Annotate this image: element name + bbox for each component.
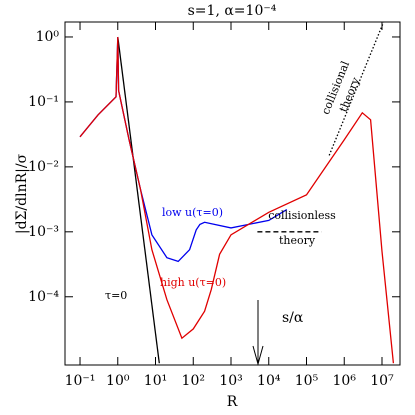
- chart-title: s=1, α=10⁻⁴: [188, 3, 277, 19]
- annotation: s/α: [282, 310, 304, 326]
- series-line: [117, 36, 160, 364]
- x-axis-label: R: [227, 394, 238, 410]
- plot-frame: [64, 21, 401, 366]
- x-tick-label: 10³: [219, 373, 242, 389]
- y-tick-label: 10⁻⁴: [28, 289, 59, 305]
- series-line: [328, 22, 385, 156]
- annotation: collisionless: [268, 209, 336, 222]
- x-tick-label: 10⁵: [295, 373, 319, 389]
- x-tick-label: 10⁻¹: [65, 373, 96, 389]
- annotation: theory: [279, 234, 316, 247]
- series-line: [79, 36, 288, 263]
- y-tick-label: 10⁻¹: [28, 94, 59, 110]
- x-tick-label: 10⁶: [333, 373, 357, 389]
- annotation: high u(τ=0): [160, 276, 226, 289]
- x-tick-label: 10²: [182, 373, 205, 389]
- annotation: low u(τ=0): [162, 206, 223, 219]
- y-tick-label: 10⁻²: [28, 159, 59, 175]
- y-tick-label: 10⁰: [36, 29, 60, 45]
- series-line: [79, 36, 395, 364]
- x-tick-label: 10⁰: [106, 373, 130, 389]
- x-tick-label: 10⁷: [370, 373, 394, 389]
- x-tick-label: 10⁴: [257, 373, 281, 389]
- y-axis-label: |dΣ/dlnR|/σ: [14, 153, 30, 234]
- y-tick-label: 10⁻³: [28, 224, 59, 240]
- arrow-head: [252, 345, 264, 366]
- x-tick-label: 10¹: [144, 373, 167, 389]
- annotation: τ=0: [105, 289, 127, 302]
